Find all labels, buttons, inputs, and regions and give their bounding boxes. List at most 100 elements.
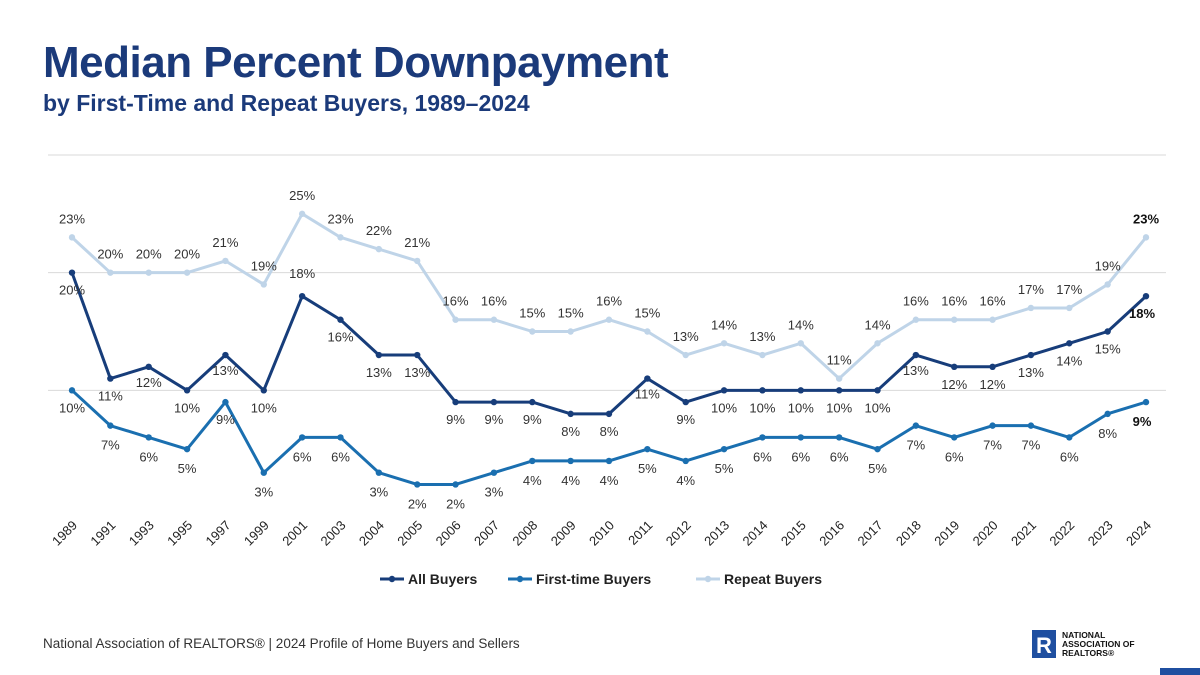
data-label-repeat: 20% [174,247,200,262]
data-point-first [835,434,843,441]
x-tick-label: 1991 [87,518,118,549]
data-point-repeat [452,316,459,323]
data-point-all [835,387,843,394]
data-point-all [644,375,651,382]
x-tick-label: 2003 [318,518,349,549]
data-label-all: 10% [251,400,277,415]
data-label-first: 4% [561,473,580,488]
data-point-repeat [1066,304,1073,312]
data-label-all: 12% [136,375,162,390]
x-tick-label: 1999 [241,518,272,549]
data-point-first [912,422,920,429]
data-point-all [797,387,804,394]
data-label-all: 11% [635,387,660,402]
x-tick-label: 2005 [394,518,425,549]
data-label-all: 15% [1095,342,1121,357]
data-point-all [529,398,536,406]
data-label-all: 20% [59,283,85,298]
data-point-repeat [145,269,152,276]
data-point-all [720,387,728,394]
x-tick-label: 2010 [586,518,617,549]
data-label-all: 9% [523,412,542,427]
data-label-repeat: 19% [1095,258,1121,273]
x-tick-label: 2009 [548,518,579,549]
data-point-repeat [644,328,651,335]
x-tick-label: 2013 [701,518,732,549]
data-point-all [682,398,689,406]
data-point-repeat [682,351,689,359]
data-point-first [375,469,383,476]
data-label-all: 9% [676,412,695,427]
x-tick-label: 2016 [816,518,847,549]
data-label-first: 3% [369,485,388,500]
data-label-repeat: 16% [980,294,1006,309]
data-label-repeat: 23% [59,211,85,226]
data-label-repeat: 13% [749,329,775,344]
data-label-all: 14% [1056,353,1082,368]
data-label-all: 10% [174,400,200,415]
data-label-all: 9% [485,412,504,427]
data-label-all: 13% [366,365,392,380]
data-label-first: 6% [1060,449,1079,464]
data-point-repeat [375,245,383,253]
data-label-repeat: 13% [673,329,699,344]
data-label-all: 10% [826,400,852,415]
data-point-first [490,469,498,476]
data-point-repeat [951,316,958,323]
legend-label-first: First-time Buyers [536,571,651,587]
data-point-first [797,434,804,441]
data-label-all: 11% [98,389,123,404]
data-label-first: 5% [638,461,657,476]
data-label-all: 10% [864,400,890,415]
data-point-all [183,387,191,394]
data-point-first [682,457,689,465]
data-point-first [337,434,344,441]
data-point-first [222,398,229,406]
data-label-first: 6% [830,449,849,464]
data-point-all [68,269,76,276]
data-label-repeat: 16% [941,294,967,309]
data-point-repeat [1142,234,1150,241]
data-label-repeat: 16% [443,294,469,309]
x-tick-label: 2020 [970,518,1001,549]
source-footer: National Association of REALTORS® | 2024… [43,636,520,651]
data-label-all: 13% [404,365,430,380]
data-point-first [759,434,766,441]
data-label-all: 10% [749,400,775,415]
data-point-repeat [720,340,728,347]
data-label-first: 4% [523,473,542,488]
data-point-all [490,398,498,406]
data-point-all [1066,340,1073,347]
data-label-repeat: 11% [827,353,852,368]
data-label-repeat: 17% [1056,282,1082,297]
data-point-repeat [414,257,421,265]
x-tick-label: 2019 [931,518,962,549]
data-label-all: 18% [289,266,315,281]
data-label-first: 4% [676,473,695,488]
x-tick-label: 1993 [126,518,157,549]
data-label-first: 2% [408,496,427,511]
data-label-repeat: 14% [711,317,737,332]
data-point-repeat [260,281,267,288]
data-point-all [222,351,229,359]
data-point-repeat [874,340,881,347]
x-tick-label: 2021 [1008,518,1039,549]
data-point-all [375,351,383,359]
x-tick-label: 2015 [778,518,809,549]
data-label-repeat: 17% [1018,282,1044,297]
data-label-first: 5% [715,461,734,476]
data-label-first: 5% [178,461,197,476]
data-point-first [1142,398,1150,406]
data-label-first: 3% [254,485,273,500]
data-point-all [567,410,574,418]
data-point-all [452,398,459,406]
x-tick-label: 2011 [625,518,655,548]
data-point-repeat [222,257,229,265]
data-point-repeat [989,316,996,323]
legend-marker-all [388,575,396,583]
data-point-repeat [68,234,76,241]
data-point-all [107,375,114,382]
data-point-first [1066,434,1073,441]
x-tick-label: 2023 [1085,518,1116,549]
data-label-all: 12% [980,377,1006,392]
